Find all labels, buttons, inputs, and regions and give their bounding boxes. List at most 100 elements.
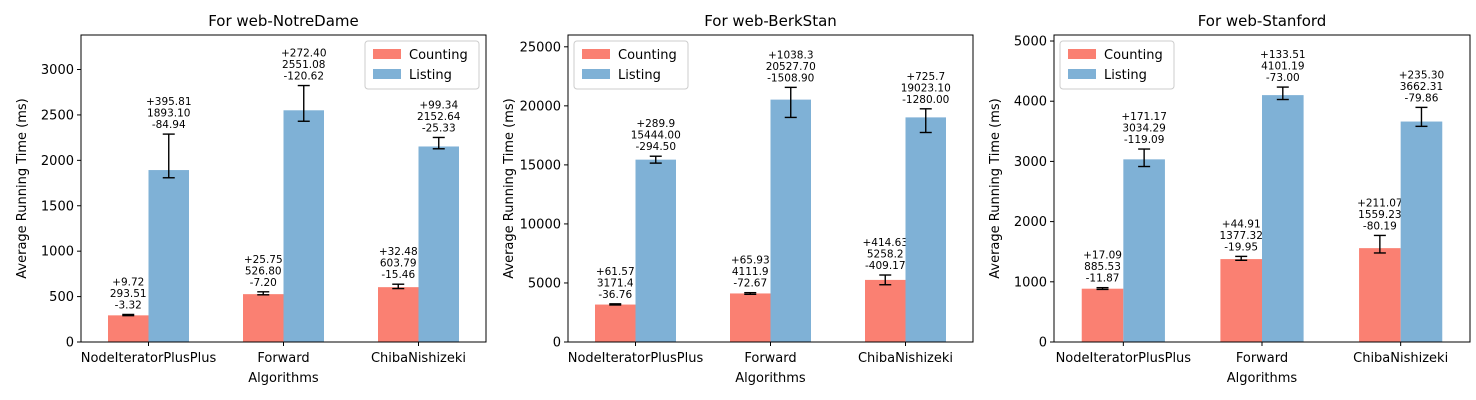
bar-counting-2 <box>1220 259 1262 342</box>
data-label: +44.91 <box>1222 218 1261 230</box>
chart-panel-1: For web-NotreDame 0 500 1000 1500 2000 2500 300… <box>15 12 487 386</box>
data-label: 885.53 <box>1084 261 1121 273</box>
data-label: 2551.08 <box>282 59 325 71</box>
y-tick-label: 1500 <box>41 199 74 214</box>
data-label: +99.34 <box>419 99 458 111</box>
legend-label: Counting <box>409 48 468 63</box>
data-label: -294.50 <box>635 141 676 153</box>
x-axis-label: Algorithms <box>1227 371 1298 386</box>
x-tick-label: Forward <box>257 351 309 366</box>
data-label: +32.48 <box>379 246 418 258</box>
data-label: -73.00 <box>1266 72 1300 84</box>
legend-label: Listing <box>1104 68 1147 83</box>
y-tick-label: 5000 <box>1014 35 1047 50</box>
data-label: 1377.32 <box>1219 230 1262 242</box>
data-label: +1038.3 <box>768 49 814 61</box>
legend-label: Counting <box>1104 48 1163 63</box>
y-tick-label: 1000 <box>41 245 74 260</box>
data-label: 3034.29 <box>1122 123 1165 135</box>
y-tick-label: 2000 <box>41 154 74 169</box>
y-tick-label: 0 <box>1039 336 1047 351</box>
data-label: -72.67 <box>733 278 767 290</box>
y-tick-label: 2500 <box>41 108 74 123</box>
x-axis-label: Algorithms <box>735 371 806 386</box>
data-label: -1280.00 <box>902 94 949 106</box>
data-label: 20527.70 <box>766 61 816 73</box>
data-label: +133.51 <box>1260 49 1306 61</box>
legend: Counting Listing <box>1059 40 1175 90</box>
chart-panel-3: For web-Stanford 0 1000 2000 3000 4000 5000 +17… <box>988 12 1471 386</box>
data-label: -79.86 <box>1405 92 1439 104</box>
bar-listing-2 <box>1262 95 1304 342</box>
legend-swatch <box>1068 49 1096 59</box>
data-label: 526.80 <box>245 265 282 277</box>
data-label: +211.07 <box>1357 197 1403 209</box>
bar-listing-3 <box>905 117 946 342</box>
data-label: +414.63 <box>862 237 908 249</box>
y-tick-label: 5000 <box>528 276 561 291</box>
x-tick-label: ChibaNishizeki <box>858 351 953 366</box>
legend-swatch <box>1068 69 1096 79</box>
data-label: -25.33 <box>422 122 456 134</box>
y-tick-label: 1000 <box>1014 275 1047 290</box>
y-tick-label: 4000 <box>1014 95 1047 110</box>
legend-swatch <box>373 49 401 59</box>
y-tick-label: 15000 <box>520 158 561 173</box>
data-label: +25.75 <box>244 254 283 266</box>
bar-counting-1 <box>1081 288 1124 342</box>
y-axis-label: Average Running Time (ms) <box>15 98 30 278</box>
legend-label: Counting <box>618 48 677 63</box>
data-label: -119.09 <box>1124 134 1165 146</box>
bar-counting-3 <box>378 287 419 342</box>
data-label: 1893.10 <box>147 108 190 120</box>
x-axis-label: Algorithms <box>248 371 319 386</box>
legend-swatch <box>373 69 401 79</box>
legend-swatch <box>582 69 610 79</box>
bar-listing-1 <box>1123 159 1165 342</box>
bar-listing-3 <box>1400 121 1443 342</box>
data-label: +171.17 <box>1121 111 1167 123</box>
data-label: 4101.19 <box>1261 61 1304 73</box>
data-label: 4111.9 <box>732 266 769 278</box>
data-label: +65.93 <box>731 255 770 267</box>
data-label: -84.94 <box>152 119 186 131</box>
data-label: 19023.10 <box>901 82 951 94</box>
bar-counting-2 <box>730 293 771 342</box>
x-tick-label: ChibaNishizeki <box>371 351 466 366</box>
data-label: +272.40 <box>281 48 327 60</box>
data-label: -15.46 <box>381 269 415 281</box>
bar-listing-2 <box>770 99 811 342</box>
data-label: 5258.2 <box>867 249 904 261</box>
data-label: -11.87 <box>1086 273 1120 285</box>
data-label: -19.95 <box>1224 241 1258 253</box>
data-label: -120.62 <box>283 71 324 83</box>
data-label: +395.81 <box>146 96 192 108</box>
bar-listing-1 <box>635 159 676 342</box>
x-tick-label: NodeIteratorPlusPlus <box>81 351 217 366</box>
legend-label: Listing <box>409 68 452 83</box>
x-tick-label: Forward <box>1236 351 1288 366</box>
data-label: -1508.90 <box>767 72 814 84</box>
data-label: 293.51 <box>110 288 147 300</box>
y-tick-label: 2000 <box>1014 215 1047 230</box>
data-label: +9.72 <box>112 276 144 288</box>
legend: Counting Listing <box>364 40 480 90</box>
y-tick-label: 3000 <box>41 63 74 78</box>
y-axis-label: Average Running Time (ms) <box>988 98 1003 278</box>
data-label: -36.76 <box>598 289 632 301</box>
bar-counting-1 <box>108 315 149 342</box>
y-tick-label: 20000 <box>520 99 561 114</box>
y-axis-label: Average Running Time (ms) <box>502 98 517 278</box>
data-label: 3662.31 <box>1400 81 1443 93</box>
chart-title: For web-BerkStan <box>704 12 837 30</box>
bar-counting-2 <box>243 294 284 342</box>
y-tick-label: 500 <box>49 290 74 305</box>
x-tick-label: ChibaNishizeki <box>1353 351 1448 366</box>
data-label: 603.79 <box>380 258 417 270</box>
x-tick-label: NodeIteratorPlusPlus <box>568 351 704 366</box>
bar-counting-3 <box>1359 248 1401 342</box>
x-tick-label: Forward <box>744 351 796 366</box>
bar-listing-3 <box>418 146 459 342</box>
data-label: +235.30 <box>1399 69 1445 81</box>
